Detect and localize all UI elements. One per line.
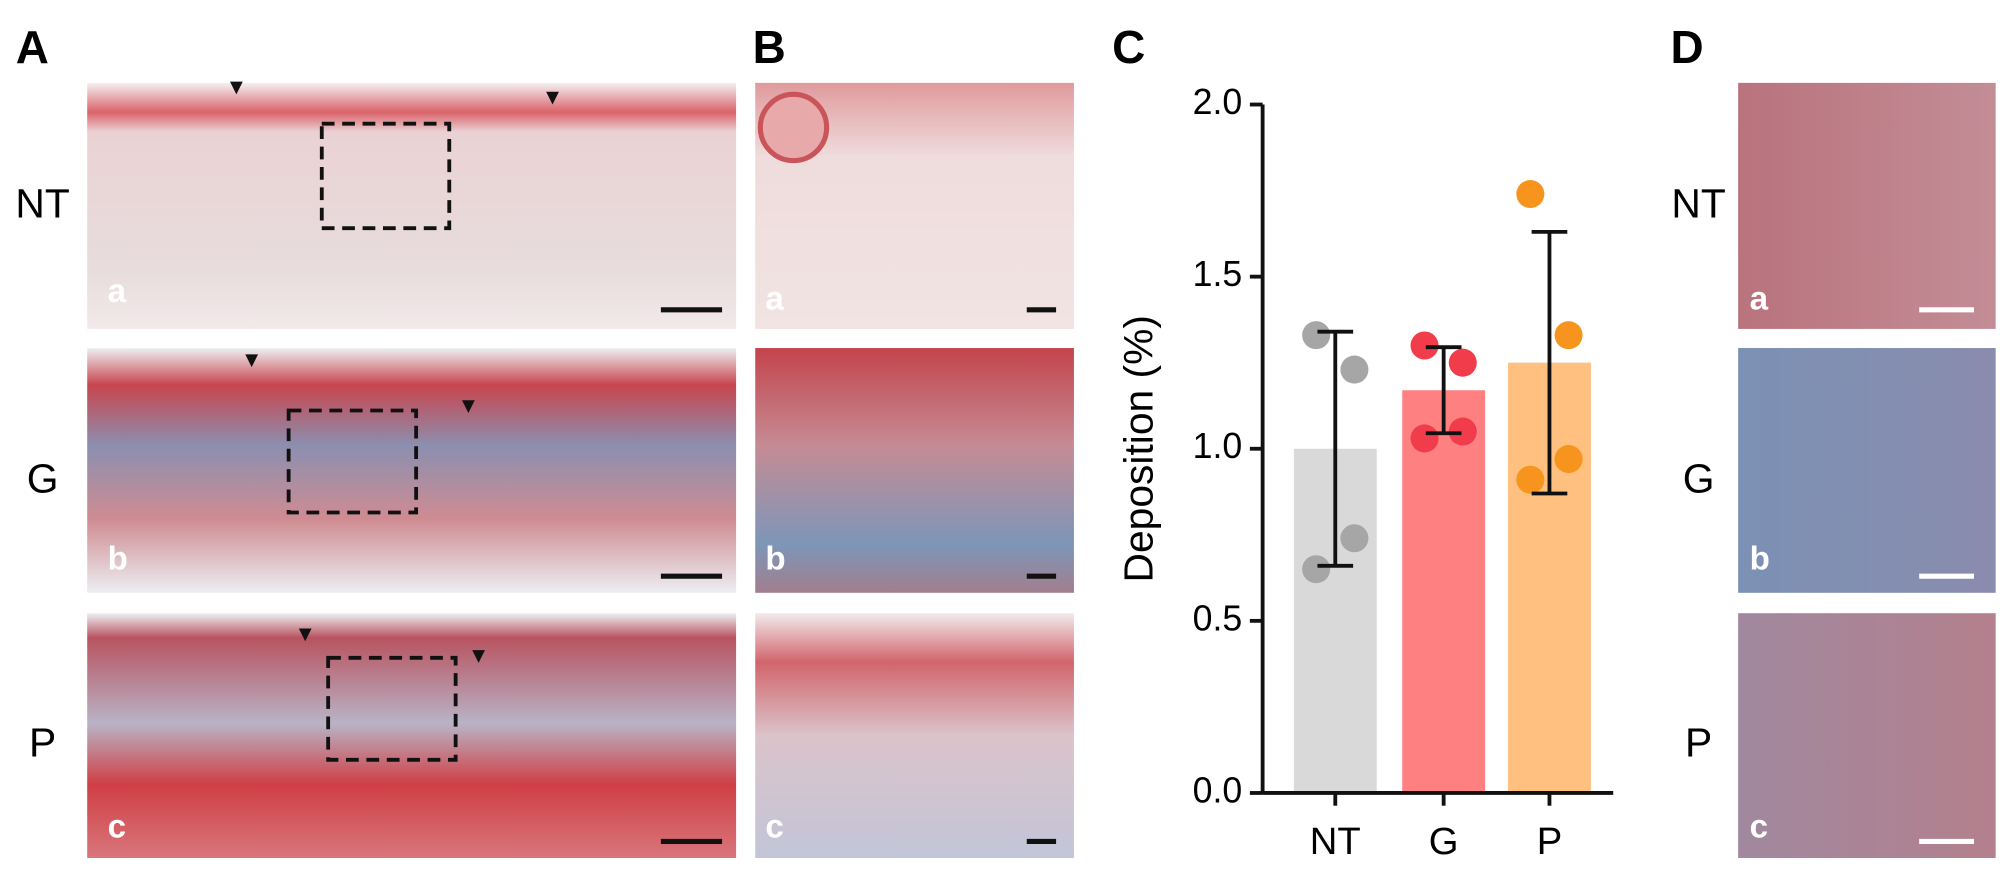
x-tick-label: NT xyxy=(1310,820,1361,863)
data-point xyxy=(1340,355,1369,384)
y-tick-label: 1.0 xyxy=(1193,426,1243,466)
row-label: NT xyxy=(15,180,69,226)
image-label: c xyxy=(1750,808,1768,845)
data-point xyxy=(1516,180,1545,209)
data-point xyxy=(1340,524,1369,553)
y-tick-label: 0.0 xyxy=(1193,770,1243,810)
image-label: c xyxy=(765,808,783,845)
row-label: G xyxy=(27,456,59,502)
image-label: b xyxy=(108,541,128,578)
y-tick-label: 0.5 xyxy=(1193,598,1243,638)
image-label: a xyxy=(1750,281,1769,318)
row-label: P xyxy=(1685,720,1712,766)
data-point xyxy=(1554,445,1583,474)
panel-label: B xyxy=(753,21,786,73)
image-label: b xyxy=(765,541,785,578)
x-tick-label: G xyxy=(1429,820,1459,863)
y-tick-label: 2.0 xyxy=(1193,82,1243,122)
data-point xyxy=(1448,348,1477,377)
y-axis-label: Deposition (%) xyxy=(1115,315,1161,582)
x-tick-label: P xyxy=(1537,820,1563,863)
image-label: b xyxy=(1750,541,1770,578)
data-point xyxy=(1554,321,1583,350)
data-point xyxy=(1448,417,1477,446)
row-label: G xyxy=(1683,456,1715,502)
data-point xyxy=(1410,424,1439,453)
data-point xyxy=(1302,321,1331,350)
data-point xyxy=(1302,555,1331,584)
row-label: NT xyxy=(1671,180,1725,226)
panel-label: C xyxy=(1112,21,1145,73)
panel-label: A xyxy=(16,21,49,73)
image-label: c xyxy=(108,808,126,845)
images-b xyxy=(755,82,1074,858)
images-a xyxy=(87,81,737,858)
data-point xyxy=(1410,331,1439,360)
bar-chart: 0.0 0.5 1.0 1.5 2.0 NT G P xyxy=(1193,82,1614,863)
data-point xyxy=(1516,465,1545,494)
image-label: a xyxy=(765,281,784,318)
image-label: a xyxy=(108,273,127,310)
panel-label: D xyxy=(1671,21,1704,73)
row-label: P xyxy=(29,720,56,766)
bar xyxy=(1402,390,1486,793)
images-d xyxy=(1738,82,1996,858)
y-tick-label: 1.5 xyxy=(1193,254,1243,294)
